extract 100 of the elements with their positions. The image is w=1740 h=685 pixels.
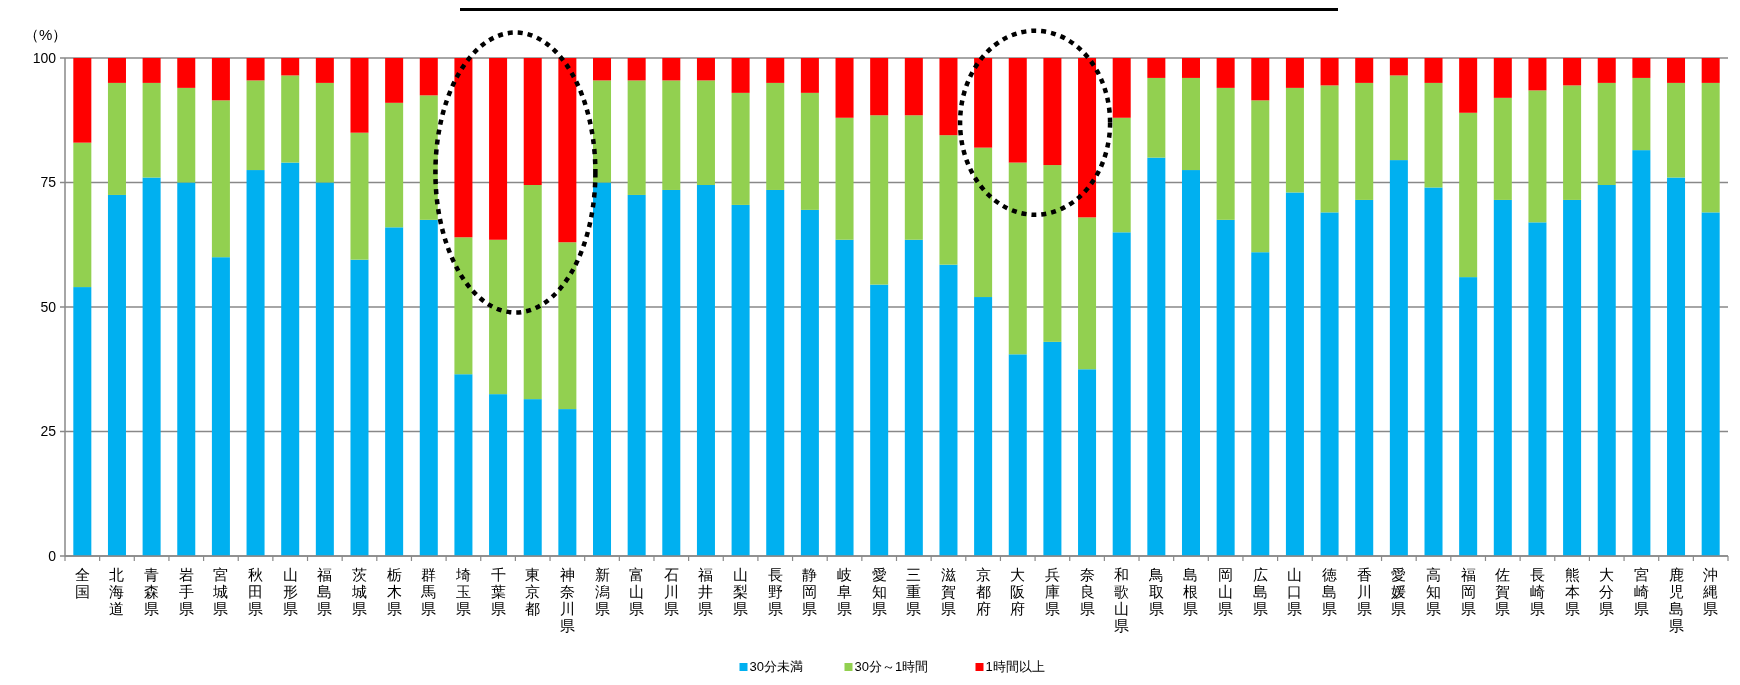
bar [211, 58, 230, 101]
bar [454, 374, 473, 556]
bar [177, 182, 196, 556]
bar [246, 58, 265, 81]
bar [73, 142, 92, 288]
x-tick-label: 栃木県 [386, 566, 402, 617]
bar [904, 58, 923, 116]
bar [1389, 160, 1408, 556]
bar [731, 92, 750, 205]
bar [1147, 157, 1166, 556]
bar [281, 58, 300, 76]
bar [939, 135, 958, 265]
bar [1528, 222, 1547, 556]
bar [1701, 212, 1720, 556]
x-tick-label: 山形県 [282, 566, 298, 617]
x-tick-label: 愛媛県 [1391, 566, 1407, 617]
x-tick-label: 宮城県 [212, 566, 229, 617]
bar [870, 115, 889, 285]
bar [1701, 58, 1720, 83]
bar [974, 147, 993, 298]
bar [1285, 192, 1304, 556]
bar [1320, 85, 1339, 213]
bar [73, 58, 92, 143]
x-tick-label: 熊本県 [1564, 566, 1580, 617]
bar [315, 182, 334, 556]
bar [523, 58, 542, 185]
x-tick-label: 山梨県 [733, 566, 749, 617]
bar [627, 58, 646, 81]
bar [1493, 97, 1512, 200]
x-tick-label: 青森県 [144, 566, 160, 617]
x-tick-label: 山口県 [1287, 566, 1303, 617]
bar [1667, 177, 1686, 556]
bar [1563, 199, 1582, 556]
bar [1493, 58, 1512, 98]
bar [385, 227, 404, 556]
bar [1667, 58, 1686, 83]
bar [800, 58, 819, 93]
x-tick-label: 岩手県 [178, 566, 194, 617]
bar [489, 394, 508, 556]
x-tick-label: 福岡県 [1460, 566, 1476, 617]
bar [246, 80, 265, 171]
x-tick-label: 大阪府 [1010, 566, 1026, 617]
bar [731, 58, 750, 93]
bar [904, 239, 923, 556]
bar [1043, 341, 1062, 556]
bar [696, 184, 715, 556]
y-axis-title: （%） [24, 26, 68, 43]
bar [1424, 187, 1443, 556]
x-tick-label: 奈良県 [1079, 566, 1095, 617]
bar [662, 80, 681, 190]
x-tick-label: 秋田県 [248, 566, 264, 617]
bar [281, 162, 300, 556]
x-tick-label: 東京都 [525, 566, 541, 617]
x-tick-label: 全国 [74, 566, 90, 600]
y-tick-label: 25 [40, 423, 57, 440]
x-tick-label: 千葉県 [490, 566, 506, 617]
legend-label: 30分未満 [749, 659, 803, 674]
bar [1355, 199, 1374, 556]
bar [1251, 100, 1270, 253]
bar [1597, 58, 1616, 83]
x-tick-label: 広島県 [1252, 566, 1268, 617]
bar [558, 58, 577, 243]
bar [454, 237, 473, 375]
x-tick-label: 福島県 [317, 566, 333, 617]
x-tick-label: 和歌山県 [1114, 566, 1130, 634]
bar [419, 58, 438, 96]
bar [281, 75, 300, 163]
bar [1632, 77, 1651, 151]
x-tick-label: 神奈川県 [559, 566, 575, 634]
bar [177, 87, 196, 183]
bar [1043, 165, 1062, 342]
bar [350, 132, 369, 260]
x-tick-label: 埼玉県 [454, 566, 471, 617]
x-tick-label: 兵庫県 [1044, 566, 1060, 617]
bar [835, 117, 854, 240]
bar [1355, 82, 1374, 200]
x-tick-label: 高知県 [1426, 566, 1442, 617]
bar [1528, 58, 1547, 91]
bar [593, 80, 612, 183]
x-tick-label: 島根県 [1183, 566, 1199, 617]
bar [1597, 82, 1616, 185]
x-tick-label: 岐阜県 [837, 566, 853, 617]
bar [1424, 82, 1443, 188]
bar [627, 80, 646, 195]
bar [939, 58, 958, 136]
x-tick-label: 宮崎県 [1633, 566, 1649, 617]
bar [1112, 232, 1131, 556]
bar [1459, 58, 1478, 113]
bar [1563, 58, 1582, 86]
bar [419, 95, 438, 220]
x-tick-label: 群馬県 [420, 566, 437, 617]
bar [593, 58, 612, 81]
bar [1285, 87, 1304, 193]
bar [385, 58, 404, 103]
x-tick-label: 福井県 [698, 566, 714, 617]
bar [766, 58, 785, 83]
bar [1112, 58, 1131, 118]
bar [696, 58, 715, 81]
bar [142, 82, 161, 178]
bar [1216, 87, 1235, 220]
